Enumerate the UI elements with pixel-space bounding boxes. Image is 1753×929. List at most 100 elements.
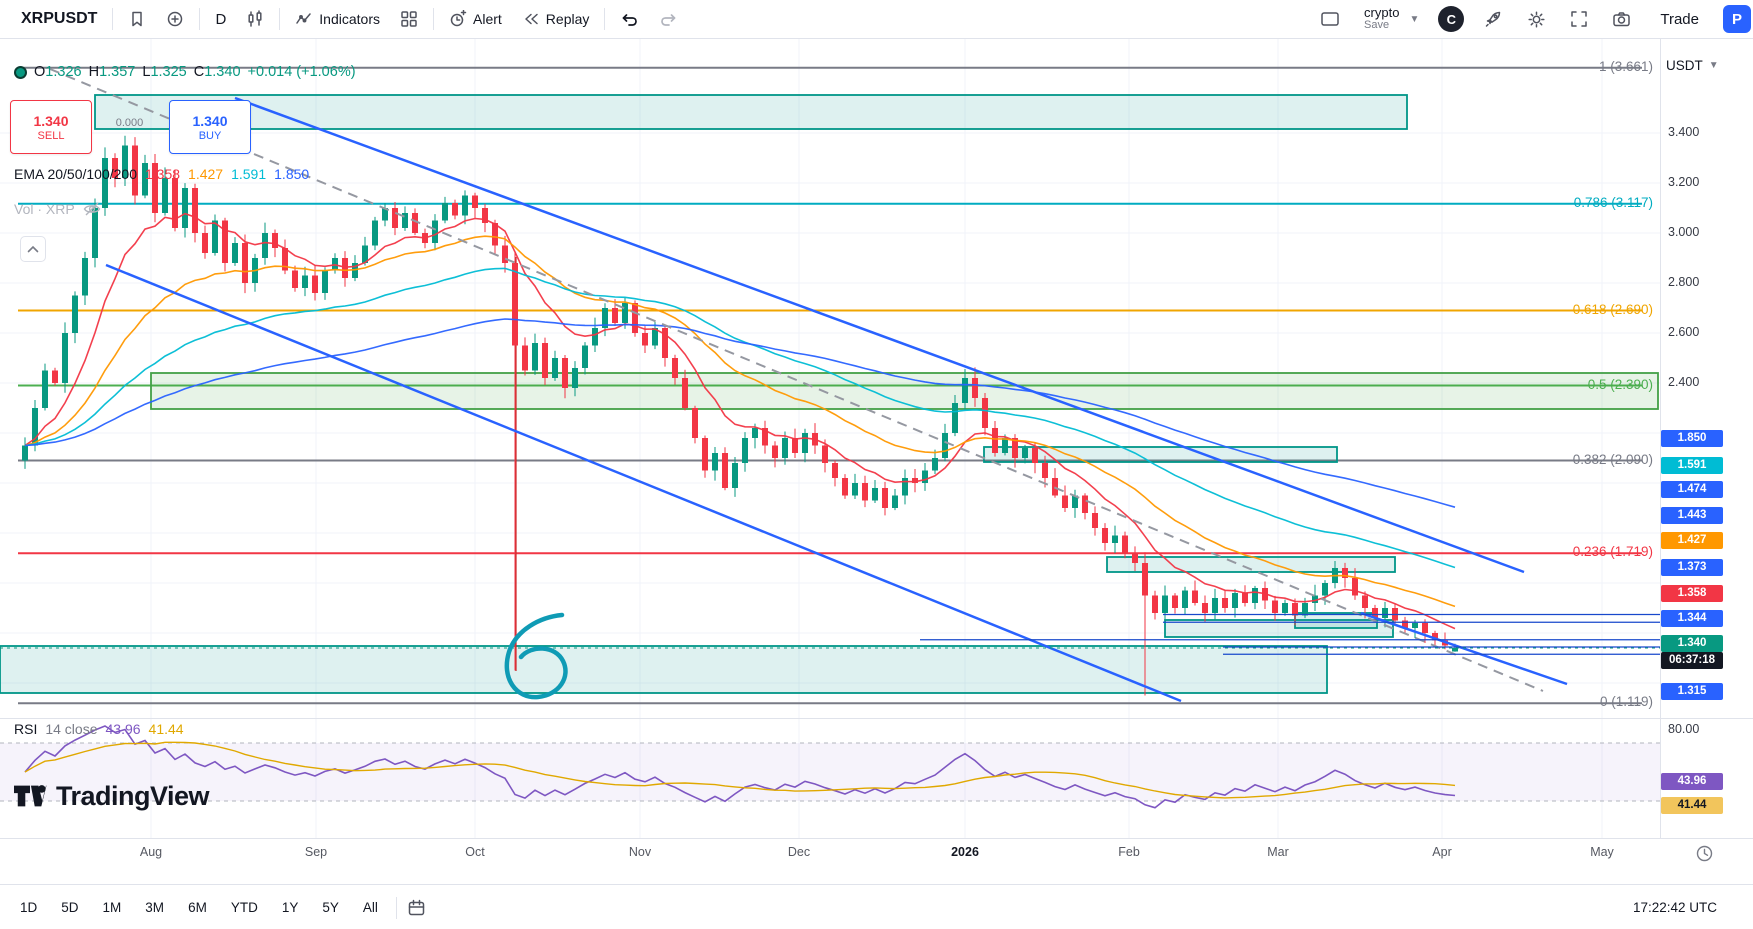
sell-price: 1.340 (33, 112, 69, 129)
time-axis-label[interactable]: 2026 (951, 845, 979, 859)
publish-button[interactable] (1478, 5, 1508, 33)
replay-button[interactable]: Replay (517, 6, 595, 32)
price-axis-border[interactable] (1660, 38, 1661, 838)
price-axis-tick: 2.600 (1668, 325, 1700, 339)
chevron-down-icon: ▼ (1708, 60, 1719, 71)
range-button-5y[interactable]: 5Y (314, 895, 347, 920)
time-axis-label[interactable]: Feb (1118, 845, 1140, 859)
ohlc-legend: O1.326 H1.357 L1.325 C1.340 +0.014 (+1.0… (14, 64, 356, 80)
range-button-ytd[interactable]: YTD (223, 895, 266, 920)
fullscreen-button[interactable] (1565, 6, 1593, 32)
date-range-row: 1D 5D 1M 3M 6M YTD 1Y 5Y All (0, 895, 386, 920)
price-axis-tick: 2.400 (1668, 375, 1700, 389)
spread-value: 0.000 (115, 117, 144, 129)
top-toolbar: XRPUSDT D (0, 0, 1753, 39)
compare-button[interactable] (161, 6, 189, 32)
layout-name-stack: crypto Save (1364, 6, 1399, 31)
change-value: +0.014 (+1.06%) (247, 64, 356, 80)
bookmark-tag-icon (128, 10, 146, 28)
trade-button[interactable]: Trade (1650, 5, 1709, 34)
rsi-axis-label: 80.00 (1668, 722, 1700, 736)
range-button-1m[interactable]: 1M (95, 895, 130, 920)
price-tag: 1.344 (1661, 610, 1723, 627)
time-axis-label[interactable]: Aug (139, 845, 163, 859)
chevron-down-icon: ▼ (1409, 13, 1420, 25)
fib-label: 0.786 (3.117) (1573, 194, 1653, 210)
toolbar-separator (199, 8, 201, 30)
toolbar-left-group: XRPUSDT D (0, 6, 683, 32)
sell-button[interactable]: 1.340 SELL (10, 100, 92, 154)
redo-button[interactable] (654, 6, 683, 32)
session-clock[interactable]: 17:22:42 UTC (1632, 900, 1717, 915)
settings-button[interactable] (1522, 6, 1551, 33)
screenshot-button[interactable] (1607, 6, 1636, 32)
timezone-clock-icon[interactable] (1696, 845, 1713, 862)
collapse-legend-button[interactable] (20, 236, 46, 262)
candle-style-button[interactable] (241, 6, 269, 32)
ema-value: 1.591 (231, 166, 267, 182)
range-button-6m[interactable]: 6M (180, 895, 215, 920)
high-label: H (88, 64, 100, 80)
fullscreen-icon (1570, 10, 1588, 28)
bottom-toolbar: 1D 5D 1M 3M 6M YTD 1Y 5Y All 17:22:42 UTC (0, 884, 1753, 929)
eye-off-icon[interactable] (83, 200, 101, 218)
price-axis-tick: 3.000 (1668, 225, 1700, 239)
undo-button[interactable] (615, 6, 644, 32)
redo-arrow-icon (659, 10, 678, 28)
layout-templates-button[interactable] (1315, 6, 1345, 32)
rsi-pane-divider[interactable] (0, 718, 1753, 719)
toolbar-separator (395, 896, 397, 919)
fib-label: 0.236 (1.719) (1572, 544, 1653, 560)
buy-button[interactable]: 1.340 BUY (169, 100, 251, 154)
layout-name: crypto (1364, 5, 1400, 21)
time-axis-label[interactable]: Dec (787, 845, 811, 859)
layout-name-button[interactable]: crypto Save ▼ (1359, 2, 1424, 35)
toolbar-separator (112, 8, 114, 30)
price-axis-unit-selector[interactable]: USDT ▼ (1666, 58, 1719, 73)
price-tag: 1.427 (1661, 532, 1723, 549)
account-avatar[interactable]: C (1438, 6, 1465, 32)
range-button-all[interactable]: All (355, 895, 386, 920)
time-axis-label[interactable]: Apr (1432, 845, 1452, 859)
compare-plus-icon (166, 10, 184, 28)
sell-label: SELL (37, 129, 65, 142)
watchlist-add-button[interactable] (123, 6, 151, 32)
alert-button[interactable]: Alert (444, 6, 507, 32)
time-axis-label[interactable]: May (1590, 845, 1614, 859)
symbol-button[interactable]: XRPUSDT (16, 6, 102, 32)
alert-clock-icon (449, 10, 467, 28)
fib-label: 0 (1.119) (1599, 694, 1653, 710)
price-tag: 1.340 (1661, 635, 1723, 652)
alert-label: Alert (473, 11, 502, 27)
save-label: Save (1364, 19, 1390, 32)
fib-label: 0.618 (2.690) (1572, 301, 1653, 317)
indicators-button[interactable]: Indicators (290, 6, 385, 32)
indicators-label: Indicators (319, 11, 380, 27)
paper-account-badge[interactable]: P (1723, 5, 1751, 33)
time-axis-label[interactable]: Oct (465, 845, 485, 859)
camera-icon (1612, 10, 1631, 28)
range-button-3m[interactable]: 3M (137, 895, 172, 920)
market-status-dot (14, 65, 27, 79)
rsi-ma-tag: 41.44 (1661, 797, 1723, 814)
indicators-icon (295, 10, 313, 28)
tradingview-logo[interactable]: TradingView (12, 780, 210, 812)
time-axis-divider (0, 838, 1753, 839)
ema-legend: EMA 20/50/100/200 1.358 1.427 1.591 1.850 (14, 166, 317, 182)
layout-panel-icon (1320, 10, 1340, 28)
time-axis-label[interactable]: Mar (1267, 845, 1289, 859)
toolbar-separator (279, 8, 281, 30)
range-button-5d[interactable]: 5D (53, 895, 86, 920)
layout-grid-button[interactable] (395, 6, 423, 32)
replay-label: Replay (545, 11, 590, 27)
go-to-date-icon[interactable] (407, 899, 426, 917)
range-button-1y[interactable]: 1Y (274, 895, 307, 920)
replay-icon (522, 10, 540, 28)
toolbar-separator (604, 8, 606, 30)
interval-button[interactable]: D (210, 7, 231, 32)
time-axis-label[interactable]: Nov (628, 845, 652, 859)
range-button-1d[interactable]: 1D (12, 895, 45, 920)
time-axis-label[interactable]: Sep (304, 845, 328, 859)
price-axis-tick: 3.400 (1668, 125, 1700, 139)
